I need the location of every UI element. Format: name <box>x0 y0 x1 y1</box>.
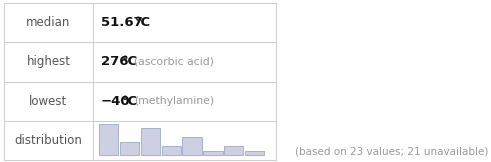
Text: (ascorbic acid): (ascorbic acid) <box>135 57 215 67</box>
Text: lowest: lowest <box>29 95 68 108</box>
Bar <box>183 137 202 155</box>
Bar <box>224 146 244 155</box>
Text: (methylamine): (methylamine) <box>135 96 215 106</box>
Text: 51.67: 51.67 <box>101 16 143 29</box>
Text: (based on 23 values; 21 unavailable): (based on 23 values; 21 unavailable) <box>295 146 488 156</box>
Text: °C: °C <box>135 16 151 29</box>
Text: −40: −40 <box>101 95 131 108</box>
Bar <box>99 124 118 155</box>
Text: °C: °C <box>121 55 137 68</box>
Bar <box>245 150 264 155</box>
Text: 276: 276 <box>101 55 129 68</box>
Bar <box>141 128 160 155</box>
Text: median: median <box>27 16 71 29</box>
Bar <box>203 150 222 155</box>
Text: °C: °C <box>121 95 137 108</box>
Bar <box>120 142 139 155</box>
Bar <box>162 146 181 155</box>
Text: highest: highest <box>27 55 71 68</box>
Text: distribution: distribution <box>15 134 82 147</box>
